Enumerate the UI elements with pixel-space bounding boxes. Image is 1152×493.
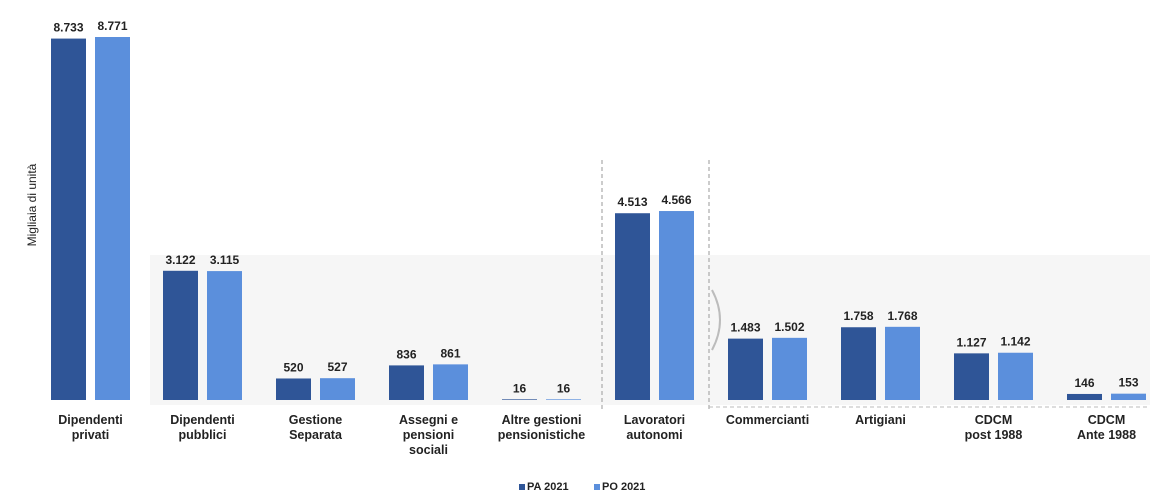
data-label-pa-0: 8.733 [53, 21, 83, 35]
data-label-pa-8: 1.127 [956, 335, 986, 349]
bar-pa-0 [51, 38, 86, 400]
bar-po-6 [772, 337, 807, 400]
data-label-po-4: 16 [557, 381, 571, 395]
data-label-po-6: 1.502 [774, 320, 804, 334]
legend-label-po-2021: PO 2021 [602, 481, 645, 493]
bar-pa-7 [841, 327, 876, 400]
category-label-8: CDCM post 1988 [965, 413, 1023, 442]
legend: PA 2021 PO 2021 [519, 481, 645, 493]
category-label-9: CDCM Ante 1988 [1077, 413, 1136, 442]
category-label-6: Commercianti [726, 413, 809, 427]
legend-swatch-pa-2021 [519, 484, 525, 490]
data-label-pa-7: 1.758 [843, 309, 873, 323]
data-label-po-1: 3.115 [210, 253, 240, 267]
data-label-pa-9: 146 [1074, 376, 1094, 390]
bar-po-0 [95, 37, 130, 400]
data-label-pa-1: 3.122 [165, 253, 195, 267]
data-label-po-8: 1.142 [1000, 335, 1030, 349]
y-axis-label: Migliaia di unità [25, 163, 39, 246]
category-label-1: Dipendenti pubblici [170, 413, 235, 442]
bar-pa-2 [276, 378, 311, 400]
legend-swatch-po-2021 [594, 484, 600, 490]
data-label-po-5: 4.566 [661, 193, 691, 207]
category-label-5: Lavoratori autonomi [624, 413, 685, 442]
bar-po-9 [1111, 393, 1146, 400]
legend-label-pa-2021: PA 2021 [527, 481, 569, 493]
bar-po-7 [885, 326, 920, 400]
data-label-pa-3: 836 [396, 347, 416, 361]
bar-pa-6 [728, 338, 763, 400]
data-label-po-9: 153 [1118, 376, 1138, 390]
bar-po-8 [998, 352, 1033, 400]
bar-po-1 [207, 271, 242, 400]
bar-pa-9 [1067, 393, 1102, 400]
bracket-decoration [711, 289, 721, 351]
category-label-4: Altre gestioni pensionistiche [498, 413, 586, 442]
bar-pa-3 [389, 365, 424, 400]
bar-pa-1 [163, 270, 198, 400]
data-label-po-7: 1.768 [887, 309, 917, 323]
bar-pa-4 [502, 399, 537, 400]
bar-po-2 [320, 378, 355, 400]
bar-po-4 [546, 399, 581, 400]
data-label-pa-6: 1.483 [730, 321, 760, 335]
category-label-7: Artigiani [855, 413, 906, 427]
bar-po-5 [659, 211, 694, 400]
category-label-3: Assegni e pensioni sociali [399, 413, 458, 457]
data-label-po-0: 8.771 [97, 19, 127, 33]
category-label-2: Gestione Separata [289, 413, 343, 442]
data-label-pa-2: 520 [283, 360, 303, 374]
category-label-0: Dipendenti privati [58, 413, 123, 442]
data-label-pa-5: 4.513 [617, 195, 647, 209]
bar-po-3 [433, 364, 468, 400]
bar-pa-8 [954, 353, 989, 400]
bar-pa-5 [615, 213, 650, 400]
data-label-pa-4: 16 [513, 381, 527, 395]
data-label-po-2: 527 [327, 360, 347, 374]
data-label-po-3: 861 [440, 346, 460, 360]
